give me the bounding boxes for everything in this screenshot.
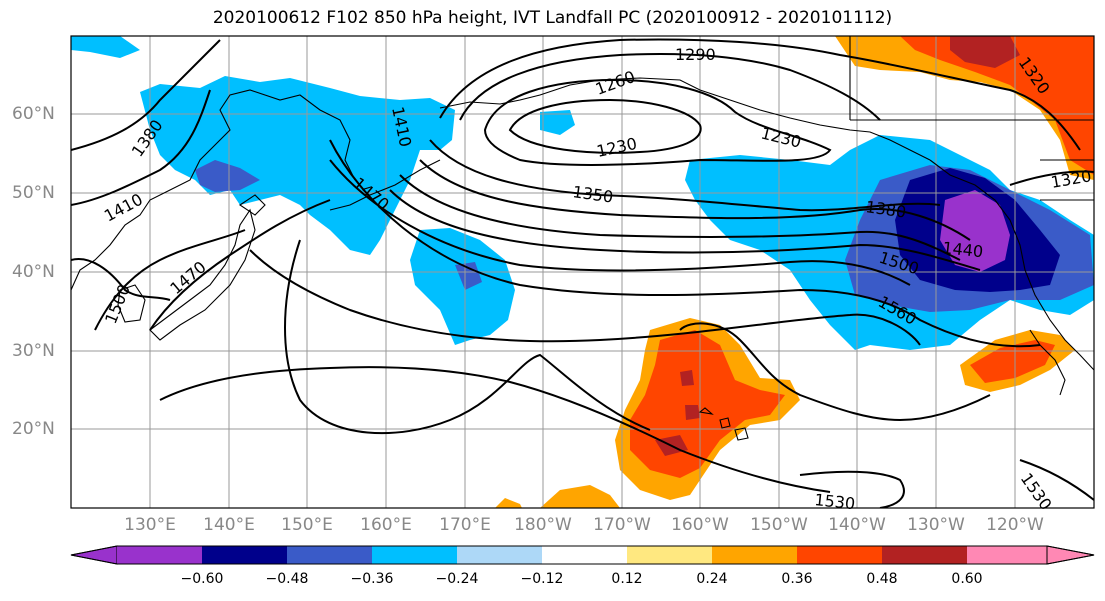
- contour-1470-w: [149, 199, 331, 331]
- colorbar-segment: [372, 546, 457, 564]
- colorbar-segment: [542, 546, 627, 564]
- coast-hokkaido: [239, 194, 266, 216]
- colorbar-tick-label: −0.36: [350, 571, 394, 587]
- lon-label: 150°W: [750, 515, 808, 535]
- colorbar: [70, 545, 1095, 565]
- coast-japan: [149, 208, 256, 341]
- lon-label: 120°W: [986, 515, 1044, 535]
- contour-1560: [249, 249, 921, 346]
- colorbar-tick-label: 0.60: [951, 571, 983, 587]
- contour-1380-w: [71, 39, 221, 151]
- colorbar-outline: [70, 545, 1095, 565]
- coast-hudson: [849, 36, 1094, 201]
- ivt-region-hawaii-dark1: [680, 370, 694, 386]
- colorbar-max-triangle: [1046, 545, 1095, 565]
- ivt-region-east-purple: [940, 190, 1010, 272]
- colorbar-tick-label: −0.24: [435, 571, 479, 587]
- map-frame: [70, 35, 1095, 509]
- coast-na-west: [929, 159, 1094, 371]
- colorbar-tick-label: −0.48: [265, 571, 309, 587]
- height-contours: [71, 38, 1094, 508]
- contour-1530: [71, 258, 1094, 501]
- ivt-region-mid-blue: [195, 160, 260, 192]
- ivt-region-north-pacific: [140, 76, 455, 255]
- ivt-region-south: [540, 485, 620, 508]
- ivt-region-corner: [71, 36, 140, 58]
- contour-1500-w: [94, 229, 246, 331]
- colorbar-segment: [202, 546, 287, 564]
- contour-1320: [439, 38, 1094, 186]
- contour-1230: [508, 98, 702, 154]
- contour-1470-e: [329, 159, 911, 286]
- colorbar-tick-label: 0.24: [696, 571, 728, 587]
- ivt-region-mid-blue-2: [455, 262, 482, 290]
- colorbar-segment: [882, 546, 967, 564]
- lon-label: 170°E: [439, 515, 491, 535]
- contour-1530-s: [159, 366, 831, 493]
- colorbar-tick-label: −0.60: [180, 571, 224, 587]
- coast-baja: [1029, 329, 1066, 396]
- coast-aleutians: [329, 159, 441, 211]
- ivt-region-small-north: [540, 110, 575, 135]
- lat-label: 60°N: [12, 104, 55, 124]
- colorbar-segment: [117, 546, 202, 564]
- coast-asia: [71, 89, 356, 291]
- colorbar-tick-label: 0.12: [611, 571, 643, 587]
- colorbar-tick-label: 0.36: [781, 571, 813, 587]
- colorbar-segment: [457, 546, 542, 564]
- colorbar-tick-label: 0.48: [866, 571, 898, 587]
- contour-1290: [459, 52, 881, 121]
- contour-label: 1530: [814, 490, 856, 513]
- lat-label: 30°N: [12, 341, 55, 361]
- colorbar-segment: [967, 546, 1047, 564]
- contour-south-loop: [799, 470, 905, 508]
- lat-label: 50°N: [12, 183, 55, 203]
- colorbar-min-triangle: [70, 545, 118, 565]
- contour-hawaii-loop: [679, 322, 991, 422]
- contour-label: 1440: [942, 238, 984, 261]
- contour-1410-w: [71, 89, 211, 206]
- contour-1500-e: [329, 139, 1041, 348]
- lon-label: 140°W: [828, 515, 886, 535]
- colorbar-segment: [797, 546, 882, 564]
- contour-1350: [429, 139, 941, 212]
- lon-label: 130°E: [124, 515, 176, 535]
- lon-label: 160°E: [360, 515, 412, 535]
- ivt-region-hawaii-dark2: [685, 405, 700, 420]
- colorbar-segment: [287, 546, 372, 564]
- colorbar-tick-label: −0.12: [520, 571, 564, 587]
- colorbar-segment: [627, 546, 712, 564]
- contour-1560-loop: [284, 239, 651, 435]
- gridlines: [71, 36, 1094, 508]
- contour-1440: [389, 189, 981, 271]
- contour-1380-e: [419, 159, 971, 241]
- coastlines: [71, 36, 1094, 441]
- contour-1260: [483, 78, 832, 166]
- ivt-region-nw-america-dark: [950, 36, 1020, 68]
- map-title: 2020100612 F102 850 hPa height, IVT Land…: [212, 8, 893, 28]
- ivt-region-south-2: [495, 498, 522, 508]
- coast-korea: [117, 284, 146, 323]
- lon-label: 130°W: [907, 515, 965, 535]
- lon-label: 150°E: [281, 515, 333, 535]
- lat-label: 40°N: [12, 262, 55, 282]
- contour-1410-e: [399, 174, 961, 261]
- lon-label: 140°E: [203, 515, 255, 535]
- contour-label: 1290: [675, 45, 716, 64]
- ivt-region-nw-america-red: [900, 36, 1094, 175]
- lon-label: 170°W: [593, 515, 651, 535]
- coast-hawaii: [698, 407, 749, 441]
- lon-label: 180°W: [514, 515, 572, 535]
- lat-label: 20°N: [12, 419, 55, 439]
- lon-label: 160°W: [671, 515, 729, 535]
- colorbar-segment: [712, 546, 797, 564]
- coast-alaska: [439, 77, 931, 161]
